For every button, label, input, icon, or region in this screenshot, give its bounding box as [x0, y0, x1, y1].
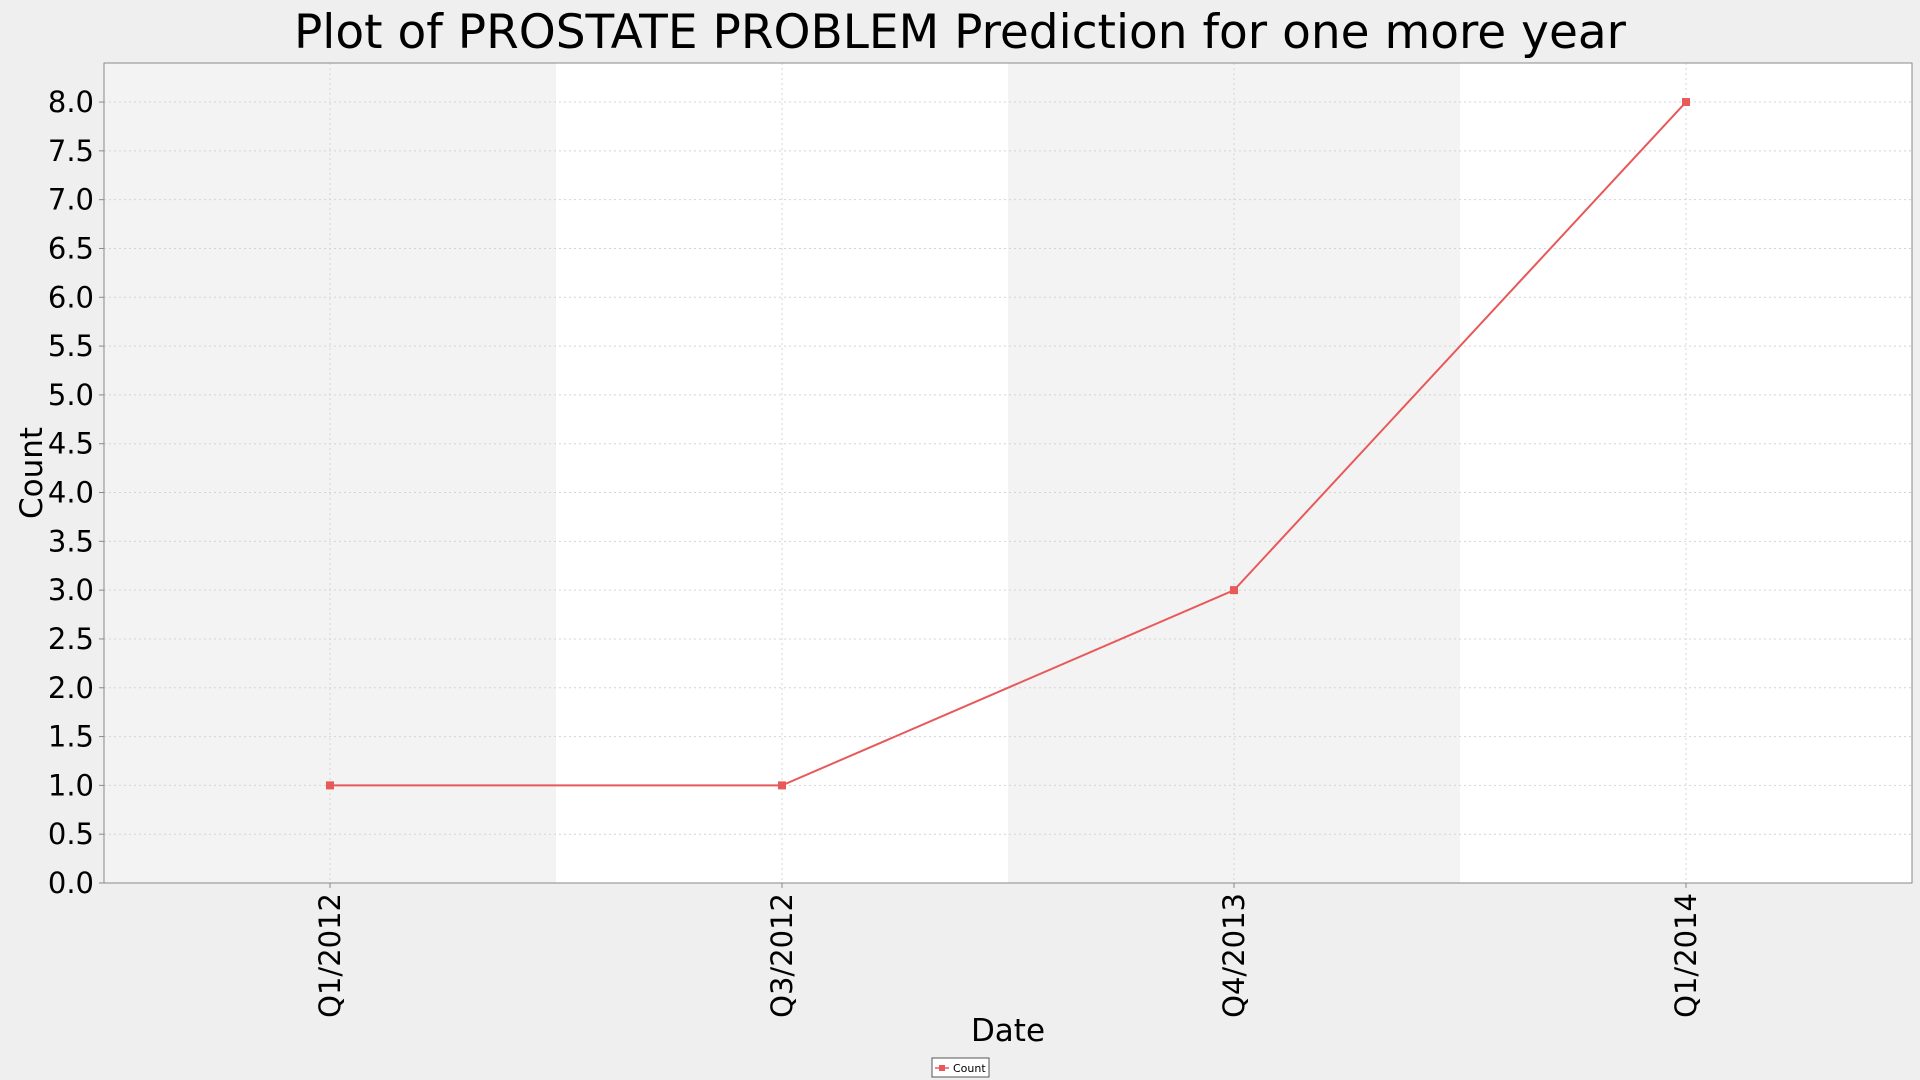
x-tick-label-1: Q3/2012	[765, 893, 799, 1018]
y-tick-label-5: 2.5	[48, 622, 94, 656]
series-line-0	[330, 101, 1687, 787]
x-tick-label-2: Q4/2013	[1217, 893, 1251, 1018]
x-tick-label-0: Q1/2012	[313, 893, 347, 1018]
y-tick-label-9: 4.5	[48, 427, 94, 461]
y-tick-label-1: 0.5	[48, 817, 94, 851]
y-tick-label-0: 0.0	[48, 866, 94, 900]
y-tick-label-14: 7.0	[48, 183, 94, 217]
y-tick-label-16: 8.0	[48, 85, 94, 119]
legend: Count	[931, 1057, 990, 1078]
legend-marker-swatch	[939, 1065, 945, 1071]
y-axis-label: Count	[14, 427, 50, 519]
y-tick-label-10: 5.0	[48, 378, 94, 412]
data-point-3	[1230, 586, 1238, 595]
y-tick-label-11: 5.5	[48, 329, 94, 363]
y-tick-label-13: 6.5	[48, 231, 94, 265]
y-axis-ticks: 0.0 0.5 1.0 1.5 2.0 2.5 3.0 3.5 4.0 4.5 5.0 5.5 6.0 6…	[48, 85, 104, 900]
legend-label: Count	[953, 1062, 986, 1075]
y-tick-label-3: 1.5	[48, 720, 94, 754]
y-tick-label-2: 1.0	[48, 768, 94, 802]
y-tick-label-15: 7.5	[48, 134, 94, 168]
data-point-1	[326, 781, 334, 790]
category-bands	[104, 63, 1912, 883]
series-layer	[326, 98, 1690, 790]
y-tick-label-12: 6.0	[48, 280, 94, 314]
y-tick-label-4: 2.0	[48, 671, 94, 705]
x-tick-label-3: Q1/2014	[1669, 893, 1703, 1018]
plot-frame	[103, 62, 1913, 884]
y-tick-label-7: 3.5	[48, 524, 94, 558]
y-tick-label-8: 4.0	[48, 476, 94, 510]
x-axis-label: Date	[971, 1013, 1045, 1049]
chart-title: Plot of PROSTATE PROBLEM Prediction for …	[294, 5, 1627, 60]
x-axis-ticks: Q1/2012 Q3/2012 Q4/2013 Q1/2014	[313, 883, 1703, 1018]
y-tick-label-6: 3.0	[48, 573, 94, 607]
data-point-2	[778, 781, 786, 790]
data-point-4	[1682, 98, 1690, 107]
legend-box	[931, 1057, 990, 1078]
